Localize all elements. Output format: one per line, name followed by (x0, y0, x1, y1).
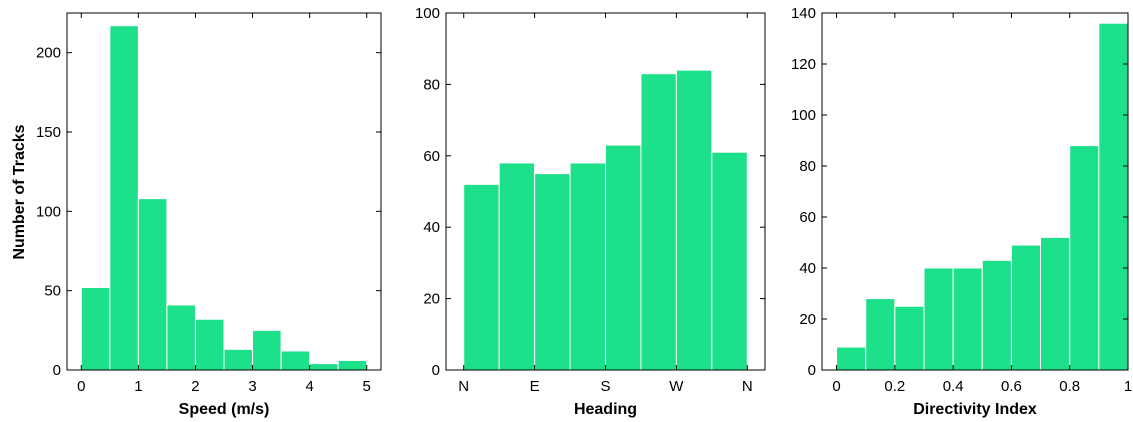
y-tick-label-directivity-2: 40 (799, 260, 816, 277)
bar-heading-7 (711, 151, 748, 371)
bar-directivity-4 (952, 267, 983, 371)
bar-speed-0 (80, 286, 111, 371)
y-tick-label-directivity-6: 120 (791, 56, 816, 73)
bar-directivity-0 (836, 346, 867, 371)
bar-heading-1 (498, 162, 536, 371)
y-tick-label-heading-2: 40 (423, 219, 440, 236)
y-tick-label-speed-3: 150 (36, 124, 61, 141)
x-tick-label-speed-0: 0 (77, 378, 85, 395)
y-tick-label-heading-4: 80 (423, 76, 440, 93)
bar-directivity-8 (1069, 145, 1100, 371)
y-tick-label-heading-1: 20 (423, 291, 440, 308)
x-tick-label-speed-1: 1 (134, 378, 142, 395)
x-axis-title-directivity: Directivity Index (913, 401, 1037, 418)
bar-directivity-1 (865, 298, 896, 371)
y-tick-label-directivity-7: 140 (791, 5, 816, 22)
y-tick-label-speed-0: 0 (53, 362, 61, 379)
bar-heading-0 (463, 183, 500, 371)
bar-speed-5 (223, 348, 254, 371)
x-tick-label-directivity-1: 0.2 (884, 378, 905, 395)
x-tick-label-heading-0: N (458, 378, 469, 395)
y-tick-label-directivity-1: 20 (799, 311, 816, 328)
bar-heading-2 (534, 173, 571, 371)
bar-speed-7 (280, 350, 311, 371)
x-tick-label-heading-4: N (742, 378, 753, 395)
x-axis-title-speed: Speed (m/s) (179, 401, 270, 418)
x-tick-label-directivity-2: 0.4 (943, 378, 964, 395)
shared-y-axis-title: Number of Tracks (11, 124, 28, 259)
bar-speed-4 (194, 318, 225, 371)
x-tick-label-speed-4: 4 (305, 378, 313, 395)
panel-directivity: 0 0.2 0.4 0.6 0.8 1 0 20 40 60 80 100 120 140 Directi… (791, 5, 1132, 418)
bar-directivity-3 (923, 267, 954, 371)
x-tick-label-heading-1: E (530, 378, 540, 395)
y-tick-label-directivity-4: 80 (799, 158, 816, 175)
plot-frame-directivity (821, 12, 1129, 371)
x-tick-label-heading-2: S (600, 378, 610, 395)
bar-heading-6 (675, 69, 713, 371)
bar-heading-5 (640, 73, 677, 371)
x-tick-label-speed-3: 3 (248, 378, 256, 395)
bar-speed-6 (252, 329, 282, 371)
bar-directivity-2 (894, 305, 925, 371)
bar-directivity-7 (1040, 236, 1071, 371)
y-tick-label-directivity-0: 0 (808, 362, 816, 379)
bar-directivity-9 (1098, 22, 1129, 371)
y-tick-label-speed-2: 100 (36, 203, 61, 220)
bar-speed-8 (309, 363, 339, 371)
y-tick-label-heading-3: 60 (423, 148, 440, 165)
y-tick-label-heading-0: 0 (432, 362, 440, 379)
y-tick-label-directivity-3: 60 (799, 209, 816, 226)
bar-speed-9 (337, 359, 368, 371)
bar-heading-3 (569, 162, 606, 371)
y-tick-label-directivity-5: 100 (791, 107, 816, 124)
y-tick-label-speed-4: 200 (36, 45, 61, 62)
bar-heading-4 (605, 144, 642, 371)
bar-speed-3 (166, 304, 196, 371)
bar-speed-2 (137, 198, 168, 371)
plot-frame-speed (66, 12, 382, 371)
y-tick-label-speed-1: 50 (44, 283, 61, 300)
x-tick-label-directivity-0: 0 (832, 378, 840, 395)
panel-heading: N E S W N 0 20 40 60 80 100 Heading (415, 5, 766, 418)
x-tick-label-speed-5: 5 (363, 378, 371, 395)
bar-directivity-6 (1010, 244, 1042, 371)
x-tick-label-heading-3: W (669, 378, 684, 395)
x-tick-label-directivity-4: 0.8 (1059, 378, 1080, 395)
bar-directivity-5 (981, 259, 1012, 371)
x-axis-title-heading: Heading (574, 401, 637, 418)
x-tick-label-speed-2: 2 (191, 378, 199, 395)
bar-speed-1 (109, 25, 139, 371)
x-tick-label-directivity-3: 0.6 (1001, 378, 1022, 395)
x-tick-label-directivity-5: 1 (1124, 378, 1132, 395)
y-tick-label-heading-5: 100 (415, 5, 440, 22)
